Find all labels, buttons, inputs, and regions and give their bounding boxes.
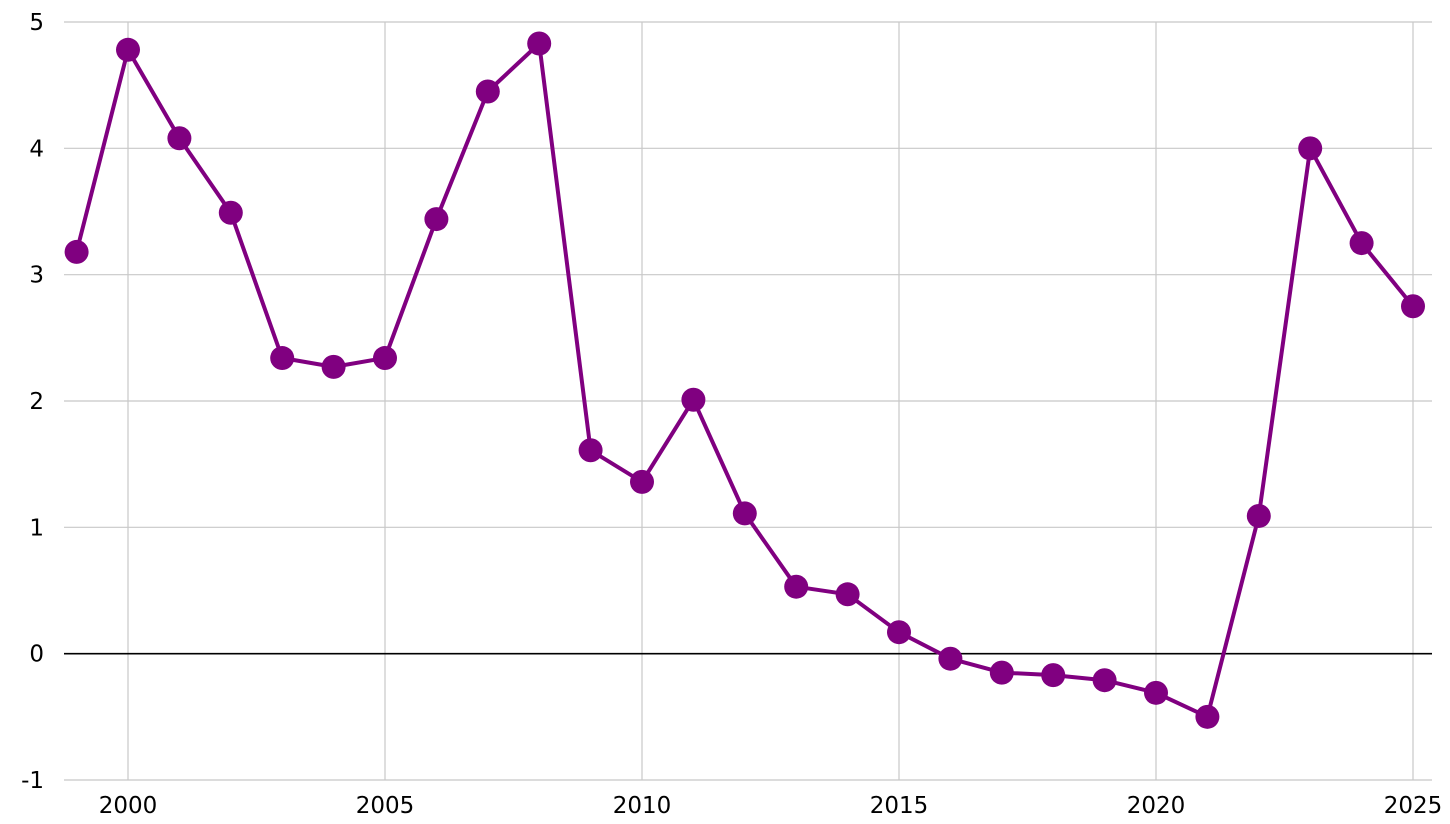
data-point: [167, 126, 192, 151]
data-point: [321, 354, 346, 379]
data-point: [578, 438, 603, 463]
data-point: [1195, 704, 1220, 729]
data-point: [784, 574, 809, 599]
data-point: [424, 207, 449, 232]
x-tick-label: 2020: [1127, 793, 1186, 819]
data-point: [1041, 663, 1066, 688]
data-point: [373, 346, 397, 371]
data-point: [732, 501, 757, 526]
y-tick-label: 5: [29, 10, 44, 36]
x-tick-label: 2010: [613, 793, 672, 819]
y-tick-label: 4: [29, 136, 44, 162]
data-point: [1246, 503, 1271, 528]
data-point: [527, 31, 552, 56]
data-point: [938, 646, 963, 671]
series-line: [74, 41, 1415, 719]
data-point: [1298, 136, 1323, 161]
data-point: [887, 620, 911, 645]
y-tick-label: 3: [29, 263, 44, 289]
data-point: [475, 79, 500, 104]
data-point: [681, 387, 706, 412]
data-point: [1401, 294, 1425, 319]
data-point: [835, 582, 860, 607]
x-tick-label: 2025: [1384, 793, 1443, 819]
data-point: [1144, 680, 1168, 705]
data-point: [270, 346, 295, 371]
data-point: [116, 37, 140, 62]
data-point: [1349, 231, 1374, 256]
data-point: [1092, 668, 1117, 693]
x-tick-label: 2015: [870, 793, 929, 819]
series: [64, 31, 1425, 729]
x-tick-label: 2005: [356, 793, 415, 819]
x-tick-label: 2000: [99, 793, 158, 819]
grid: [64, 21, 1432, 781]
y-tick-label: 0: [29, 642, 44, 668]
tick-labels: -1 0 1 2 3 4 5 2000 2005 2010 2015 2020 2025: [21, 10, 1442, 819]
data-point: [989, 660, 1014, 685]
y-tick-label: 2: [29, 389, 44, 415]
data-point: [218, 200, 243, 225]
y-tick-label: 1: [29, 515, 44, 541]
y-tick-label: -1: [21, 768, 44, 794]
data-point: [64, 239, 89, 264]
data-point: [630, 469, 654, 494]
